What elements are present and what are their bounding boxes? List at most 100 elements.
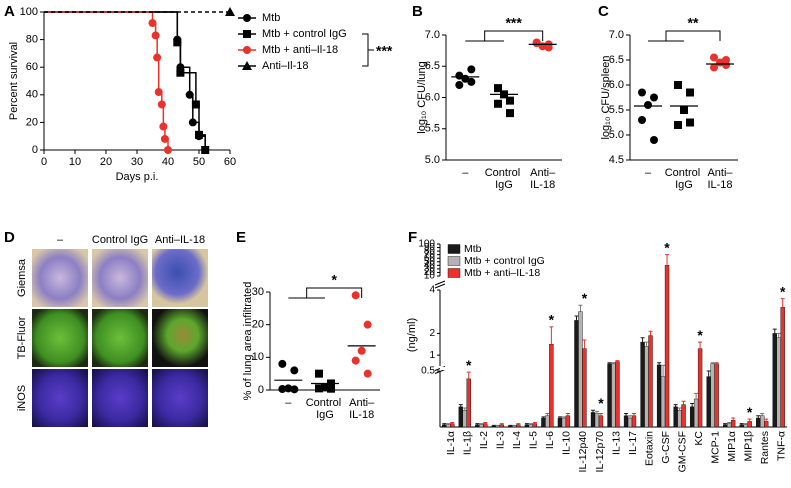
bar [776,337,781,428]
y-tick-label: 6.5 [425,60,440,72]
y-tick-label: 40 [26,89,38,101]
y-axis-label: log₁₀ CFU/lung [416,61,428,133]
x-tick-label: TNF-α [776,431,788,461]
bar [557,417,563,428]
bar [623,415,629,428]
marker [650,136,658,144]
error-bar [723,423,728,425]
error-bar [611,362,616,364]
marker [225,7,235,16]
error-bar [516,423,521,425]
row-header: TB-Fluor [16,316,28,359]
legend-label: Mtb [262,12,280,24]
marker [351,356,360,365]
x-tick-label: G-CSF [660,431,672,464]
error-bar [624,413,629,416]
bar [660,376,666,428]
y-tick-label: 20 [252,319,264,331]
error-bar [760,413,765,416]
legend-label: Mtb + anti–Il-18 [262,44,338,56]
y-tick-label: 10 [424,271,436,282]
x-tick-label: 40 [162,156,174,168]
micrograph [32,309,88,367]
column-header: Anti–IL-18 [155,234,205,246]
bar [483,423,488,428]
error-bar [578,304,583,312]
bar [656,364,662,428]
panel-label: D [4,229,15,246]
y-axis-label: % of lung area infiltrated [242,282,254,401]
x-tick-label: IL-3 [495,431,507,449]
y-axis-label: (ng/ml) [406,318,418,352]
y-tick-label: 40 [424,260,436,271]
bar [582,348,587,428]
marker [185,90,194,99]
error-bar [780,298,785,308]
y-tick-label: 80 [424,246,436,257]
error-bar [541,416,546,419]
marker [532,39,541,48]
error-bar [714,362,719,364]
y-tick-label: 100 [418,239,435,250]
bar [466,378,471,428]
bar [475,424,480,428]
marker [160,134,169,143]
x-tick-label: KC [693,431,705,446]
significance-bracket [288,287,363,299]
x-tick-label: – [462,167,469,179]
error-bar [673,404,678,407]
x-tick-label: IL-4 [511,431,523,449]
marker [315,369,323,378]
error-bar [458,404,463,407]
micrograph [92,249,148,307]
marker [154,88,163,97]
marker [351,291,360,300]
bar [743,424,748,428]
legend-label: Mtb [464,243,482,255]
marker [455,81,464,89]
bar [648,335,653,428]
marker [686,88,694,97]
significance: ** [688,15,699,31]
row-header: Giemsa [16,258,28,297]
x-tick-label: 0 [41,156,47,168]
bar [689,406,695,428]
bar [697,348,703,428]
bar [594,413,600,428]
bar [747,421,752,428]
x-tick-label: IL-6 [544,431,556,449]
legend-swatch [447,268,461,278]
marker [638,116,646,124]
y-tick-label: 2 [429,328,435,339]
panel-label: F [408,229,417,246]
significance: * [697,327,703,343]
bar [545,415,550,428]
x-tick-label: 20 [100,156,112,168]
error-bar [532,422,537,424]
error-bar [644,341,649,347]
x-tick-label: 60 [224,156,236,168]
bar [450,423,455,428]
y-tick-label: 0 [32,144,38,156]
y-tick-label: 7.0 [609,29,624,41]
error-bar [442,423,447,425]
bar [760,415,765,428]
bar [524,424,530,428]
legend-label: Mtb + control IgG [262,28,347,40]
y-tick-label: 100 [20,6,38,18]
x-tick-label: IL-2 [478,431,490,449]
micrograph [32,369,88,427]
micrograph [92,309,148,367]
marker [638,88,646,97]
survival-line [44,11,206,150]
error-bar [499,423,504,425]
legend-label: Anti–Il-18 [262,60,308,72]
marker [290,366,299,375]
significance-bracket [648,30,721,42]
bar [710,363,715,428]
marker [201,146,210,154]
y-tick-label: 0.5 [421,366,435,377]
marker [680,106,688,114]
y-tick-label: 60 [26,61,38,73]
